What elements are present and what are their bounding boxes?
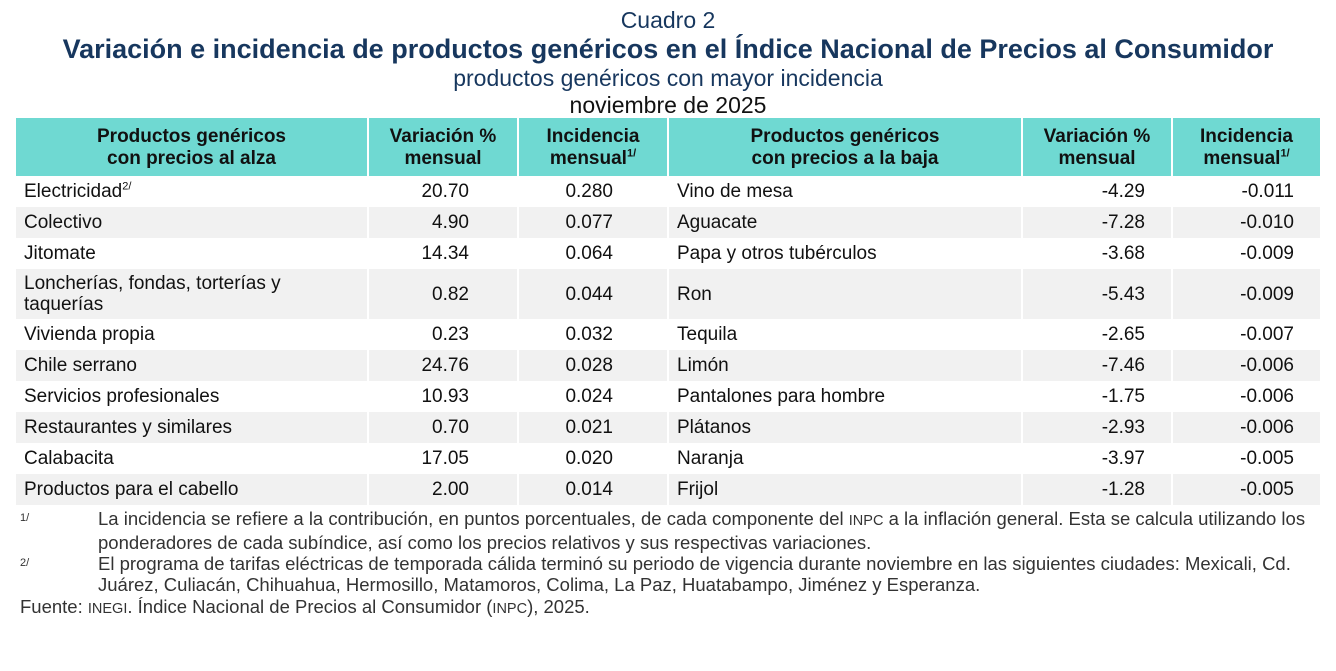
page-subtitle: productos genéricos con mayor incidencia (453, 65, 883, 91)
down-variation-value: -2.93 (1022, 412, 1173, 443)
down-incidence-value: -0.005 (1240, 448, 1294, 469)
down-incidence-value: -0.005 (1172, 474, 1320, 505)
up-product-name: Loncherías, fondas, torterías y taquería… (16, 269, 369, 319)
footnote-2: 2/ El programa de tarifas eléctricas de … (20, 553, 1316, 595)
up-variation-value: 14.34 (368, 238, 519, 269)
up-variation-value: 24.76 (368, 350, 519, 381)
up-variation-value: 20.70 (368, 176, 519, 207)
footnote-1-mark: 1/ (20, 512, 30, 524)
down-incidence-value: -0.006 (1172, 412, 1320, 443)
up-incidence-value: 0.280 (518, 176, 669, 207)
down-variation-value: -7.46 (1022, 350, 1173, 381)
up-product-name: Productos para el cabello (16, 474, 369, 505)
table-row: Productos para el cabello 2.00 0.014 Frijol… (16, 474, 1320, 505)
up-product-name: Electricidad2/ (16, 176, 369, 207)
up-variation-value: 17.05 (368, 443, 519, 474)
down-incidence-value: -0.007 (1240, 324, 1294, 345)
up-incidence-value: 0.024 (518, 381, 669, 412)
up-incidence-value: 0.021 (518, 412, 669, 443)
title-block: Cuadro 2 Variación e incidencia de produ… (0, 0, 1336, 118)
footnote-ref: 2/ (122, 180, 132, 193)
header-down-variation: Variación % mensual (1022, 118, 1173, 176)
down-product-name: Ron (668, 269, 1023, 319)
down-variation-value: -2.65 (1022, 319, 1173, 350)
up-variation-value: 2.00 (368, 474, 519, 505)
up-incidence-value: 0.077 (518, 207, 669, 238)
table-row: Calabacita 17.05 0.020 Naranja -3.97 -0.005 (16, 443, 1320, 474)
table-row: Colectivo 4.90 0.077 Aguacate -7.28 -0.010 (16, 207, 1320, 238)
table-row: Chile serrano 24.76 0.028 Limón -7.46 -0.006 (16, 350, 1320, 381)
down-variation-value: -5.43 (1022, 269, 1173, 319)
down-incidence-value: -0.009 (1240, 243, 1294, 264)
up-product-name: Servicios profesionales (16, 381, 369, 412)
price-variation-table: Productos genéricos con precios al alza V… (16, 118, 1320, 505)
down-incidence-value: -0.011 (1241, 181, 1294, 202)
header-up-incidence: Incidencia mensual1/ (518, 118, 669, 176)
down-incidence-value: -0.006 (1240, 386, 1294, 407)
up-product-name: Colectivo (16, 207, 369, 238)
table-row: Jitomate 14.34 0.064 Papa y otros tubérculo… (16, 238, 1320, 269)
down-variation-value: -1.75 (1022, 381, 1173, 412)
down-incidence-value: -0.006 (1172, 350, 1320, 381)
table-row: Servicios profesionales 10.93 0.024 Pantalo… (16, 381, 1320, 412)
down-variation-value: -4.29 (1022, 176, 1173, 207)
down-variation-value: -7.28 (1022, 207, 1173, 238)
footnote-1-text: La incidencia se refiere a la contribuci… (98, 508, 1306, 553)
table-number: Cuadro 2 (620, 7, 716, 33)
down-incidence-value: -0.010 (1172, 207, 1320, 238)
up-product-name: Vivienda propia (16, 319, 369, 350)
footnote-2-text: El programa de tarifas eléctricas de tem… (98, 553, 1291, 595)
up-product-name: Chile serrano (16, 350, 369, 381)
table-header-row: Productos genéricos con precios al alza V… (16, 118, 1320, 176)
down-product-name: Plátanos (668, 412, 1023, 443)
up-variation-value: 0.70 (368, 412, 519, 443)
up-variation-value: 4.90 (368, 207, 519, 238)
down-product-name: Tequila (668, 319, 1023, 350)
up-product-name: Calabacita (16, 443, 369, 474)
up-incidence-value: 0.032 (518, 319, 669, 350)
header-down-incidence: Incidencia mensual1/ (1172, 118, 1320, 176)
up-incidence-value: 0.014 (518, 474, 669, 505)
header-down-products: Productos genéricos con precios a la baja (668, 118, 1023, 176)
down-product-name: Pantalones para hombre (668, 381, 1023, 412)
up-incidence-value: 0.064 (518, 238, 669, 269)
header-up-products: Productos genéricos con precios al alza (16, 118, 369, 176)
up-incidence-value: 0.044 (518, 269, 669, 319)
down-incidence-value: -0.009 (1172, 269, 1320, 319)
down-variation-value: -1.28 (1022, 474, 1173, 505)
source-note: Fuente: INEGI. Índice Nacional de Precio… (20, 596, 590, 617)
down-product-name: Limón (668, 350, 1023, 381)
footnote-1: 1/ La incidencia se refiere a la contrib… (20, 508, 1316, 553)
up-variation-value: 0.82 (368, 269, 519, 319)
table-row: Vivienda propia 0.23 0.032 Tequila -2.65 -0.0… (16, 319, 1320, 350)
down-product-name: Frijol (668, 474, 1023, 505)
up-variation-value: 0.23 (368, 319, 519, 350)
down-product-name: Papa y otros tubérculos (668, 238, 1023, 269)
up-incidence-value: 0.020 (518, 443, 669, 474)
down-product-name: Naranja (668, 443, 1023, 474)
down-product-name: Aguacate (668, 207, 1023, 238)
down-variation-value: -3.97 (1022, 443, 1173, 474)
table-row: Restaurantes y similares 0.70 0.021 Plátano… (16, 412, 1320, 443)
table-row: Electricidad2/20.70 0.280 Vino de mesa -4.2… (16, 176, 1320, 207)
table-row: Loncherías, fondas, torterías y taquería… (16, 269, 1320, 319)
period-label: noviembre de 2025 (569, 92, 767, 118)
footnotes: 1/ La incidencia se refiere a la contrib… (20, 508, 1316, 595)
page-title: Variación e incidencia de productos gené… (62, 34, 1274, 64)
up-incidence-value: 0.028 (518, 350, 669, 381)
down-product-name: Vino de mesa (668, 176, 1023, 207)
up-product-name: Jitomate (16, 238, 369, 269)
down-variation-value: -3.68 (1022, 238, 1173, 269)
up-product-name: Restaurantes y similares (16, 412, 369, 443)
footnote-2-mark: 2/ (20, 557, 30, 569)
up-variation-value: 10.93 (368, 381, 519, 412)
header-up-variation: Variación % mensual (368, 118, 519, 176)
